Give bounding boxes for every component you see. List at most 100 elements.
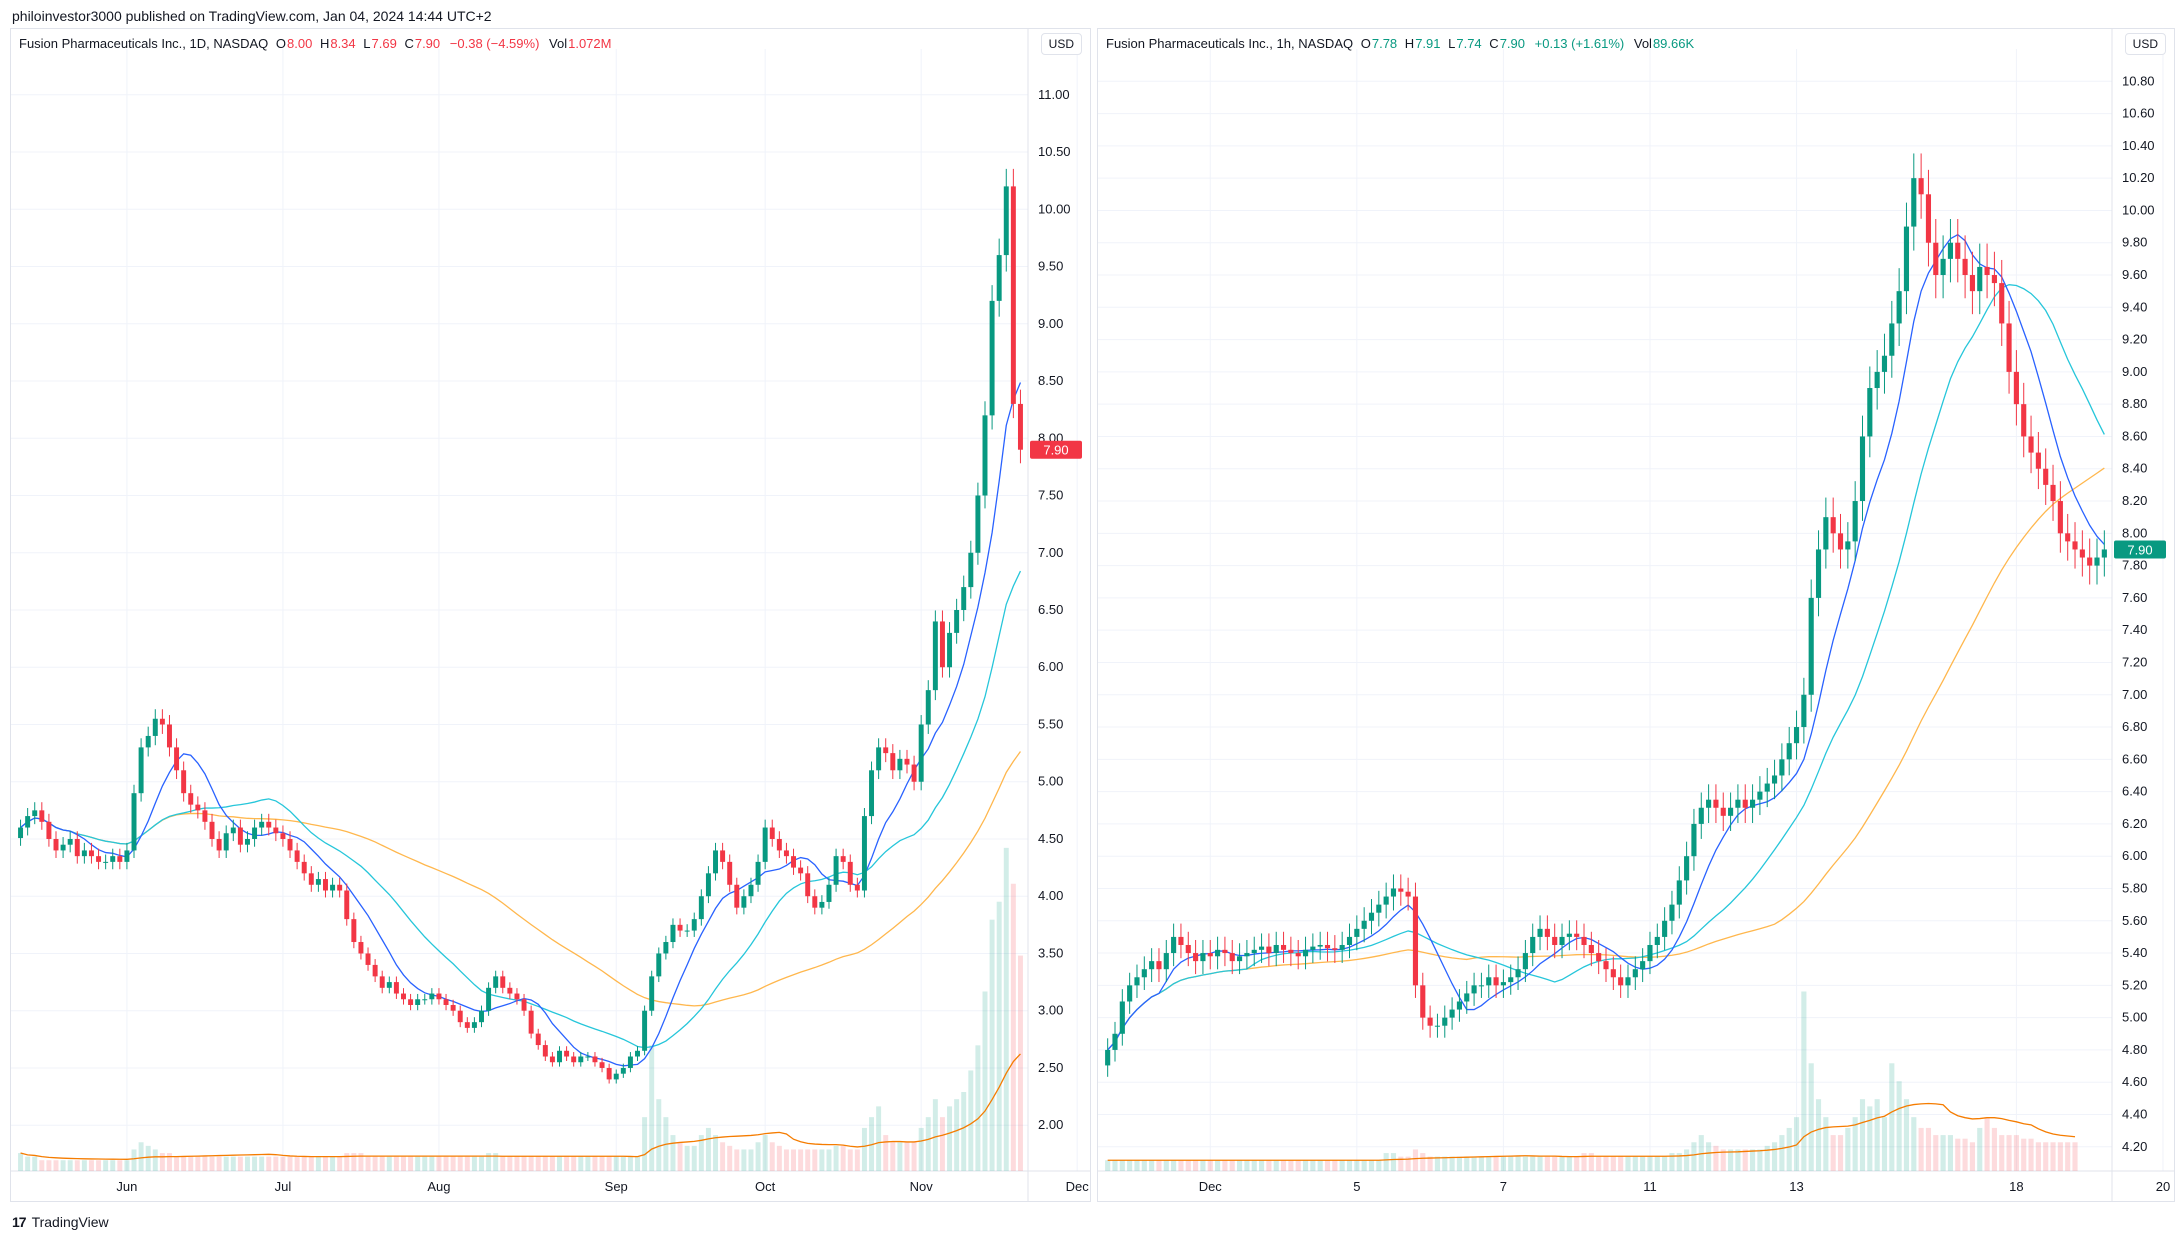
- legend-open: 8.00: [287, 36, 313, 51]
- price-chart-daily[interactable]: 11.00 10.50 10.00 9.50 9.00 8.50 8.00 7.50 7.00 6…: [11, 29, 1090, 1201]
- y-tick-label: 4.60: [2122, 1074, 2147, 1089]
- candle-body: [968, 552, 974, 588]
- volume-bar: [734, 1149, 740, 1171]
- candle-body: [982, 415, 988, 496]
- candle-body: [663, 942, 669, 954]
- candle-body: [32, 810, 38, 817]
- legend-volume: 1.072M: [568, 36, 612, 51]
- volume-bar: [117, 1160, 123, 1171]
- volume-bar: [96, 1160, 102, 1171]
- volume-bar: [422, 1156, 428, 1171]
- volume-bar: [1207, 1160, 1213, 1171]
- volume-bar: [1640, 1156, 1646, 1171]
- volume-bar: [174, 1156, 180, 1171]
- x-tick-label: 5: [1353, 1179, 1360, 1194]
- chart-panel-daily[interactable]: Fusion Pharmaceuticals Inc., 1D, NASDAQ …: [10, 28, 1091, 1202]
- volume-bar: [2065, 1142, 2071, 1171]
- candle-body: [826, 884, 832, 902]
- candle-body: [1368, 912, 1375, 921]
- volume-bar: [1449, 1156, 1455, 1171]
- candle-body: [1911, 178, 1917, 227]
- candle-body: [2101, 549, 2107, 558]
- last-price-badge: [1030, 440, 1082, 459]
- volume-bar: [1559, 1156, 1565, 1171]
- candle-body: [1229, 953, 1235, 962]
- candle-body: [1625, 977, 1631, 986]
- volume-bar: [1185, 1160, 1191, 1171]
- volume-bar: [500, 1156, 506, 1171]
- candle-body: [1266, 946, 1272, 954]
- candle-body: [1163, 953, 1169, 970]
- volume-bar: [627, 1156, 633, 1171]
- volume-bar: [939, 1117, 945, 1171]
- candle-body: [450, 1004, 456, 1011]
- currency-button[interactable]: USD: [2124, 33, 2166, 55]
- price-chart-hourly[interactable]: 10.80 10.60 10.40 10.20 10.00 9.80 9.60 9.40 9.2…: [1098, 29, 2174, 1201]
- candle-body: [1889, 323, 1895, 356]
- footer-brand[interactable]: TradingView: [31, 1214, 109, 1230]
- candle-body: [88, 850, 94, 857]
- volume-bar: [32, 1156, 38, 1171]
- candle-body: [1991, 275, 1997, 284]
- candle-body: [443, 999, 449, 1005]
- candle-body: [1610, 969, 1616, 978]
- volume-bar: [131, 1149, 137, 1171]
- volume-bar: [1837, 1135, 1844, 1171]
- volume-bar: [1295, 1160, 1301, 1171]
- candle-body: [1640, 961, 1646, 970]
- candle-body: [2065, 533, 2071, 542]
- volume-bar: [1903, 1099, 1910, 1171]
- candle-body: [1925, 194, 1932, 243]
- candle-body: [1947, 242, 1954, 259]
- candle-body: [1361, 920, 1367, 929]
- volume-bar: [947, 1106, 953, 1171]
- candle-body: [287, 838, 293, 851]
- candle-body: [1332, 948, 1338, 950]
- candle-body: [216, 838, 222, 851]
- candle-body: [1588, 944, 1594, 954]
- y-tick-label: 7.50: [1038, 488, 1063, 503]
- volume-bar: [819, 1149, 825, 1171]
- candle-body: [1684, 856, 1690, 881]
- volume-bar: [1134, 1160, 1140, 1171]
- candle-body: [2021, 404, 2027, 437]
- candle-body: [1383, 896, 1389, 905]
- candle-body: [96, 856, 102, 862]
- candle-body: [1962, 258, 1968, 276]
- candle-body: [1500, 982, 1506, 986]
- candle-body: [1515, 969, 1521, 978]
- volume-bar: [805, 1149, 811, 1171]
- volume-bar: [578, 1156, 584, 1171]
- volume-bar: [1815, 1099, 1822, 1171]
- chart-panel-hourly[interactable]: Fusion Pharmaceuticals Inc., 1h, NASDAQ …: [1097, 28, 2175, 1202]
- candle-body: [1310, 946, 1316, 950]
- candle-body: [1940, 258, 1946, 276]
- candle-body: [273, 827, 279, 834]
- candle-body: [237, 827, 243, 845]
- candle-body: [1324, 944, 1331, 949]
- candle-body: [174, 747, 180, 771]
- x-tick-label: 13: [1789, 1179, 1803, 1194]
- volume-bar: [932, 1099, 938, 1171]
- candle-body: [684, 930, 690, 932]
- volume-bar: [684, 1145, 690, 1171]
- currency-button[interactable]: USD: [1040, 33, 1082, 55]
- candle-body: [280, 833, 286, 839]
- candle-body: [152, 718, 158, 736]
- volume-bar: [230, 1156, 236, 1171]
- candle-body: [1017, 403, 1023, 450]
- candle-body: [1390, 888, 1397, 897]
- candle-body: [1010, 186, 1016, 404]
- candle-body: [847, 861, 853, 885]
- legend-volume: 89.66K: [1652, 36, 1695, 51]
- x-tick-label: Dec: [1066, 1179, 1090, 1194]
- candle-body: [791, 856, 797, 868]
- candle-body: [1522, 953, 1528, 970]
- y-tick-label: 9.60: [2122, 267, 2147, 282]
- legend-change: −0.38 (−4.59%): [449, 36, 540, 51]
- candle-body: [1750, 799, 1756, 808]
- volume-bar: [925, 1117, 931, 1171]
- volume-bar: [1229, 1160, 1235, 1171]
- volume-bar: [1405, 1156, 1411, 1171]
- volume-bar: [1193, 1160, 1199, 1171]
